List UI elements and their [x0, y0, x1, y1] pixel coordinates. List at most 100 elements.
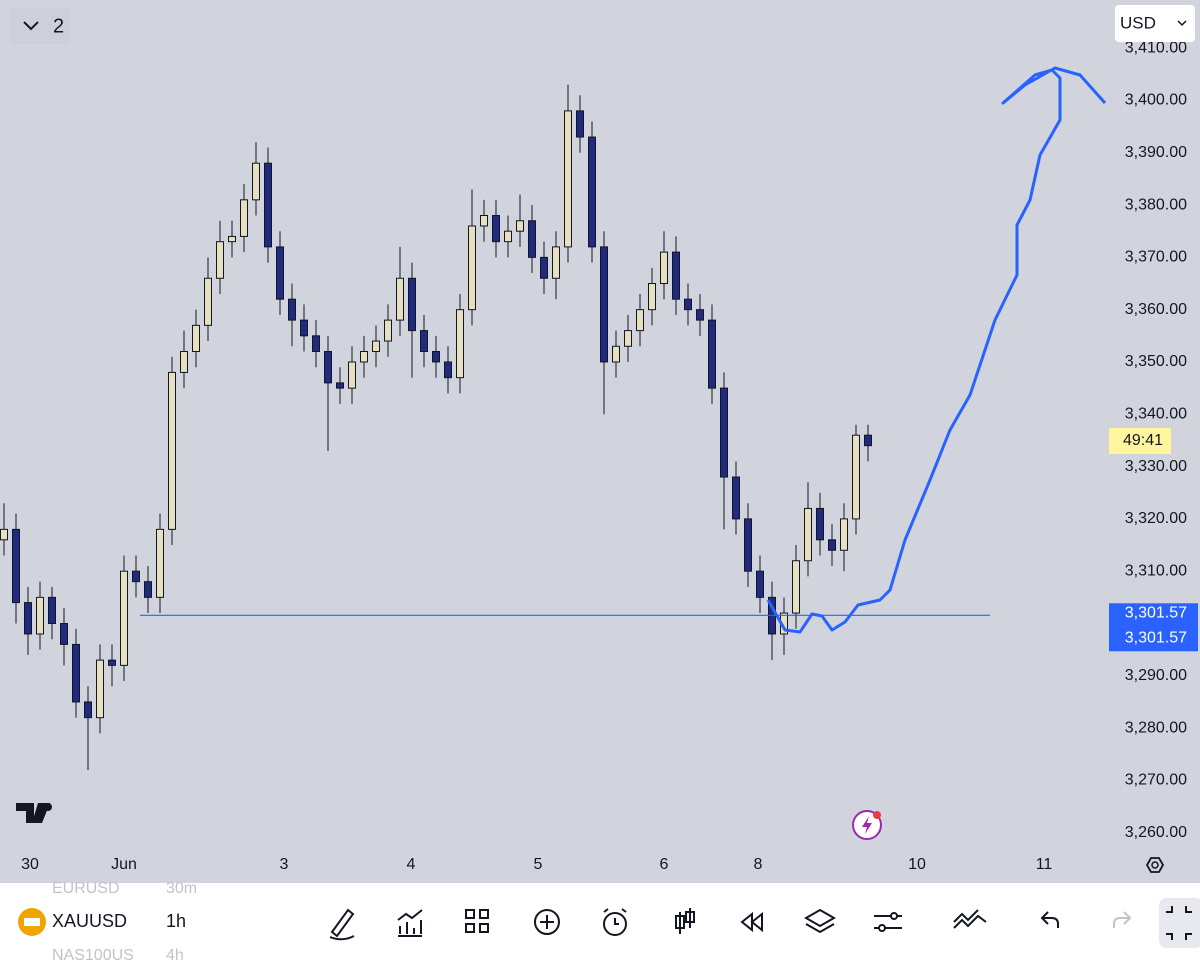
logo [44, 803, 52, 811]
y-tick-label: 3,330.00 [1125, 458, 1187, 475]
candle-body [84, 701, 92, 719]
countdown: 49:41 [1123, 432, 1163, 449]
y-tick-label: 3,380.00 [1125, 196, 1187, 213]
candle-body [516, 220, 524, 232]
x-tick-label: Jun [111, 856, 137, 873]
y-tick-label: 3,320.00 [1125, 510, 1187, 527]
price-tag-label: 3,301.57 [1125, 605, 1187, 622]
x-tick-label: 5 [534, 856, 543, 873]
chart-type[interactable] [675, 908, 695, 934]
y-tick-label: 3,280.00 [1125, 719, 1187, 736]
prev-interval[interactable]: 30m [166, 880, 197, 897]
x-tick-label: 6 [660, 856, 669, 873]
chart-background [0, 0, 1200, 883]
candle-body [576, 110, 584, 138]
candle-body [276, 246, 284, 300]
candle-body [432, 351, 440, 363]
candle-body [348, 361, 356, 389]
toolbar [0, 883, 1200, 961]
candle-body [36, 596, 44, 635]
layout-button[interactable] [10, 8, 70, 44]
x-tick-label: 30 [21, 856, 39, 873]
candle-body [96, 659, 104, 719]
alerts-dot [873, 811, 881, 819]
candle-body [840, 518, 848, 551]
next-symbol[interactable]: NAS100US [52, 947, 134, 961]
candle-body [372, 340, 380, 353]
candle-body [636, 309, 644, 332]
candle-body [48, 596, 56, 625]
logo [16, 803, 50, 823]
candle-body [564, 110, 572, 248]
y-tick-label: 3,290.00 [1125, 667, 1187, 684]
symbol[interactable]: XAUUSD [52, 911, 127, 931]
toolbar-icons [329, 908, 1132, 941]
x-tick-label: 8 [754, 856, 763, 873]
candle-body [804, 507, 812, 562]
candle-body [144, 581, 152, 598]
price-tag-label: 3,301.57 [1125, 630, 1187, 647]
candle-body [528, 220, 536, 258]
candle-body [168, 371, 176, 530]
candle-body [396, 277, 404, 321]
candle-body [492, 215, 500, 243]
candle-body [120, 570, 128, 666]
settings[interactable] [878, 924, 886, 932]
candle-body [24, 602, 32, 635]
add[interactable] [534, 909, 560, 935]
compare[interactable] [953, 909, 987, 929]
candle-body [792, 560, 800, 614]
candle-body [108, 659, 116, 666]
x-tick-label: 10 [908, 856, 926, 873]
x-tick-label: 3 [280, 856, 289, 873]
candle-body [228, 235, 236, 243]
currency-button[interactable] [1115, 5, 1195, 42]
candle-body [648, 283, 656, 311]
candle-body [816, 507, 824, 541]
next-interval[interactable]: 4h [166, 947, 184, 961]
candle-body [216, 241, 224, 279]
countdown-tag [1109, 428, 1171, 454]
y-tick-label: 3,400.00 [1125, 92, 1187, 109]
candle-body [72, 643, 80, 703]
candle-body [360, 351, 368, 363]
indicators[interactable] [397, 909, 423, 937]
templates[interactable] [465, 909, 489, 933]
y-tick-label: 3,310.00 [1125, 562, 1187, 579]
candle-body [744, 518, 752, 572]
layers[interactable] [803, 908, 837, 934]
settings-icon[interactable] [1145, 857, 1165, 873]
x-tick-label: 11 [1036, 856, 1053, 873]
candle-body [408, 277, 416, 332]
x-tick-label: 4 [407, 856, 416, 873]
alerts-icon [862, 816, 872, 834]
candle-body [252, 162, 260, 201]
candle-body [12, 528, 20, 604]
y-tick-label: 3,390.00 [1125, 144, 1187, 161]
candle-body [312, 335, 320, 353]
candle-body [456, 309, 464, 379]
candle-body [132, 570, 140, 583]
candle-body [0, 528, 8, 541]
candle-body [420, 330, 428, 353]
fullscreen[interactable] [1159, 898, 1200, 948]
candle-body [864, 434, 872, 447]
settings-icon [1151, 861, 1159, 869]
prev-symbol[interactable]: EURUSD [52, 880, 120, 897]
interval[interactable]: 1h [166, 911, 186, 931]
y-tick-label: 3,340.00 [1125, 405, 1187, 422]
candle-body [696, 309, 704, 321]
candle-body [612, 345, 620, 363]
draw-tool[interactable] [329, 908, 355, 941]
candle-body [540, 256, 548, 279]
price-tag [1109, 603, 1198, 652]
candle-body [852, 434, 860, 520]
alert[interactable] [603, 912, 627, 936]
undo[interactable] [1040, 911, 1059, 928]
candle-body [828, 539, 836, 551]
candle-body [240, 199, 248, 237]
redo[interactable] [1113, 911, 1132, 928]
drawing [766, 66, 1107, 634]
replay[interactable] [740, 911, 763, 933]
